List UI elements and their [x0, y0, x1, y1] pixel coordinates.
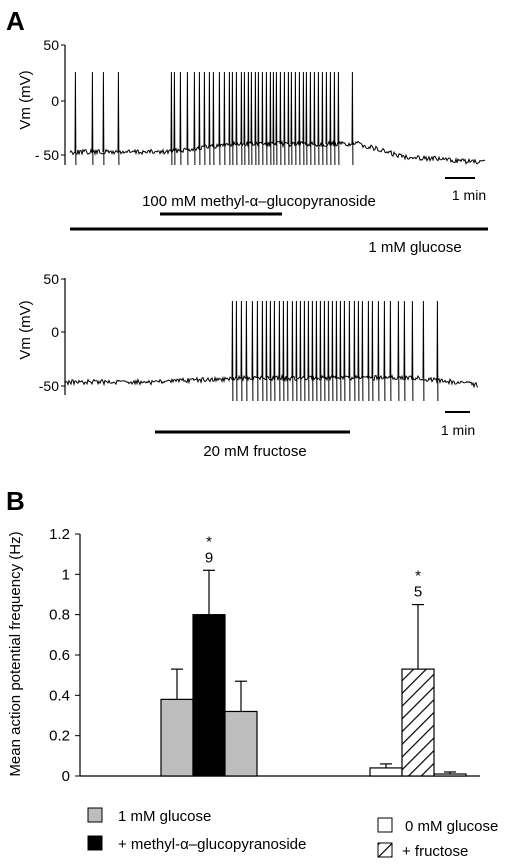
legend-label-zero-glucose: 0 mM glucose [405, 818, 498, 835]
bars [160, 614, 467, 777]
bar [224, 710, 258, 777]
trace-2-scale-label: 1 min [441, 422, 475, 438]
trace-1: Vm (mV) 50 0 - 50 1 min 100 mM methyl-α–… [17, 37, 488, 256]
bar [401, 668, 435, 777]
treatment-label-fructose: 20 mM fructose [203, 443, 306, 460]
error-bars [171, 569, 456, 774]
y-tick-label: 0.6 [49, 647, 70, 664]
panel-b-label: B [6, 486, 25, 516]
legend: 1 mM glucose + methyl-α–glucopyranoside … [87, 807, 498, 860]
trace-2-tick-label: 0 [51, 324, 59, 340]
legend-label-fructose: + fructose [402, 843, 468, 860]
trace-1-scale-label: 1 min [452, 187, 486, 203]
legend-swatch-fructose [377, 842, 393, 858]
y-tick-label: 1.2 [49, 526, 70, 543]
treatment-label-glucose: 1 mM glucose [368, 239, 461, 256]
legend-label-glucose: 1 mM glucose [118, 808, 211, 825]
bar-chart: Mean action potential frequency (Hz) 0 0.… [7, 526, 480, 785]
trace-2: Vm (mV) 50 0 -50 1 min 20 mM fructose [17, 271, 479, 460]
trace-2-tick-label: -50 [39, 378, 59, 394]
y-axis-label: Mean action potential frequency (Hz) [7, 531, 24, 776]
legend-swatch-glucose [87, 807, 103, 823]
trace-2-ylabel: Vm (mV) [17, 300, 34, 359]
significance-marker: * [206, 533, 212, 550]
y-tick-label: 0 [62, 768, 70, 785]
panel-a-label: A [6, 6, 25, 36]
trace-1-ylabel: Vm (mV) [17, 70, 34, 129]
y-tick-label: 0.4 [49, 687, 70, 704]
y-tick-label: 1 [62, 566, 70, 583]
bar [369, 767, 403, 777]
sample-size-label: 9 [205, 549, 213, 566]
bar [192, 614, 226, 777]
sample-size-label: 5 [414, 584, 422, 601]
trace-1-tick-label: - 50 [35, 147, 59, 163]
significance-marker: * [415, 568, 421, 585]
treatment-label-methyl: 100 mM methyl-α–glucopyranoside [142, 193, 376, 210]
legend-swatch-methyl [87, 835, 103, 851]
trace-2-tick-label: 50 [43, 271, 59, 287]
y-tick-label: 0.8 [49, 607, 70, 624]
legend-label-methyl: + methyl-α–glucopyranoside [118, 836, 306, 853]
trace-1-tick-label: 50 [43, 37, 59, 53]
y-ticks: 0 0.2 0.4 0.6 0.8 1 1.2 [49, 526, 80, 785]
y-tick-label: 0.2 [49, 728, 70, 745]
trace-2-recording [64, 300, 479, 402]
trace-1-tick-label: 0 [51, 93, 59, 109]
trace-1-recording [69, 71, 486, 166]
bar [160, 698, 194, 777]
legend-swatch-zero-glucose [377, 817, 393, 833]
bar [433, 773, 467, 777]
